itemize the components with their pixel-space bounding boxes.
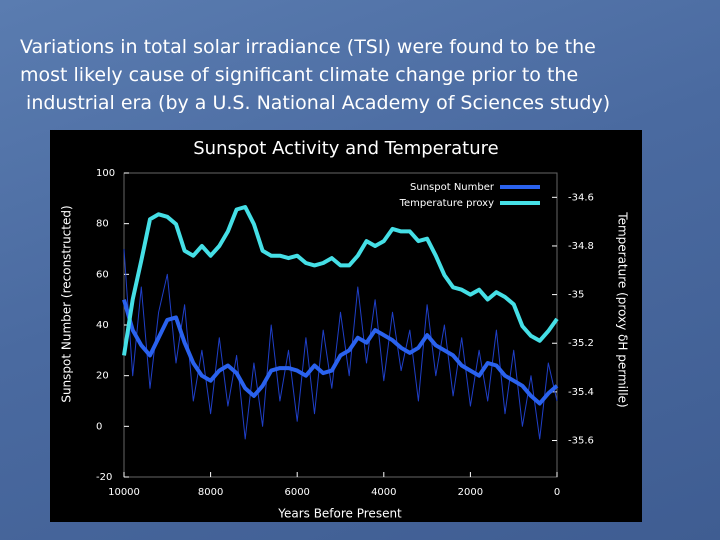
y-tick-label: 60 <box>96 269 109 280</box>
slide-text: most likely cause of significant climate… <box>20 64 579 86</box>
series-line <box>122 299 559 406</box>
slide-text: Variations in total solar irradiance (TS… <box>20 36 596 58</box>
x-tick-label: 4000 <box>371 487 396 498</box>
chart-title: Sunspot Activity and Temperature <box>193 138 498 159</box>
y2-axis-label: Temperature (proxy δH permille) <box>616 211 630 407</box>
y-axis-label: Sunspot Number (reconstructed) <box>60 205 74 402</box>
y2-tick-label: -35.4 <box>568 387 594 398</box>
x-tick-label: 0 <box>554 487 560 498</box>
y2-tick-label: -34.8 <box>568 241 594 252</box>
x-axis-label: Years Before Present <box>277 507 402 521</box>
series-line <box>122 205 559 356</box>
y-tick-label: 0 <box>96 421 102 432</box>
legend-label: Temperature proxy <box>399 198 494 209</box>
y2-tick-label: -34.6 <box>568 192 594 203</box>
series-line <box>123 248 558 440</box>
y-tick-label: 20 <box>96 371 109 382</box>
x-tick-label: 8000 <box>198 487 223 498</box>
y-tick-label: 100 <box>96 168 115 179</box>
x-tick-label: 2000 <box>458 487 483 498</box>
x-tick-label: 10000 <box>108 487 140 498</box>
y2-tick-label: -35 <box>568 290 584 301</box>
x-tick-label: 6000 <box>284 487 309 498</box>
y2-tick-label: -35.6 <box>568 436 594 447</box>
slide-text: industrial era (by a U.S. National Acade… <box>20 92 611 114</box>
legend-label: Sunspot Number <box>410 182 495 193</box>
y2-tick-label: -35.2 <box>568 338 594 349</box>
y-tick-label: -20 <box>96 472 112 483</box>
y-tick-label: 80 <box>96 219 109 230</box>
y-tick-label: 40 <box>96 320 109 331</box>
chart-background <box>50 130 642 522</box>
